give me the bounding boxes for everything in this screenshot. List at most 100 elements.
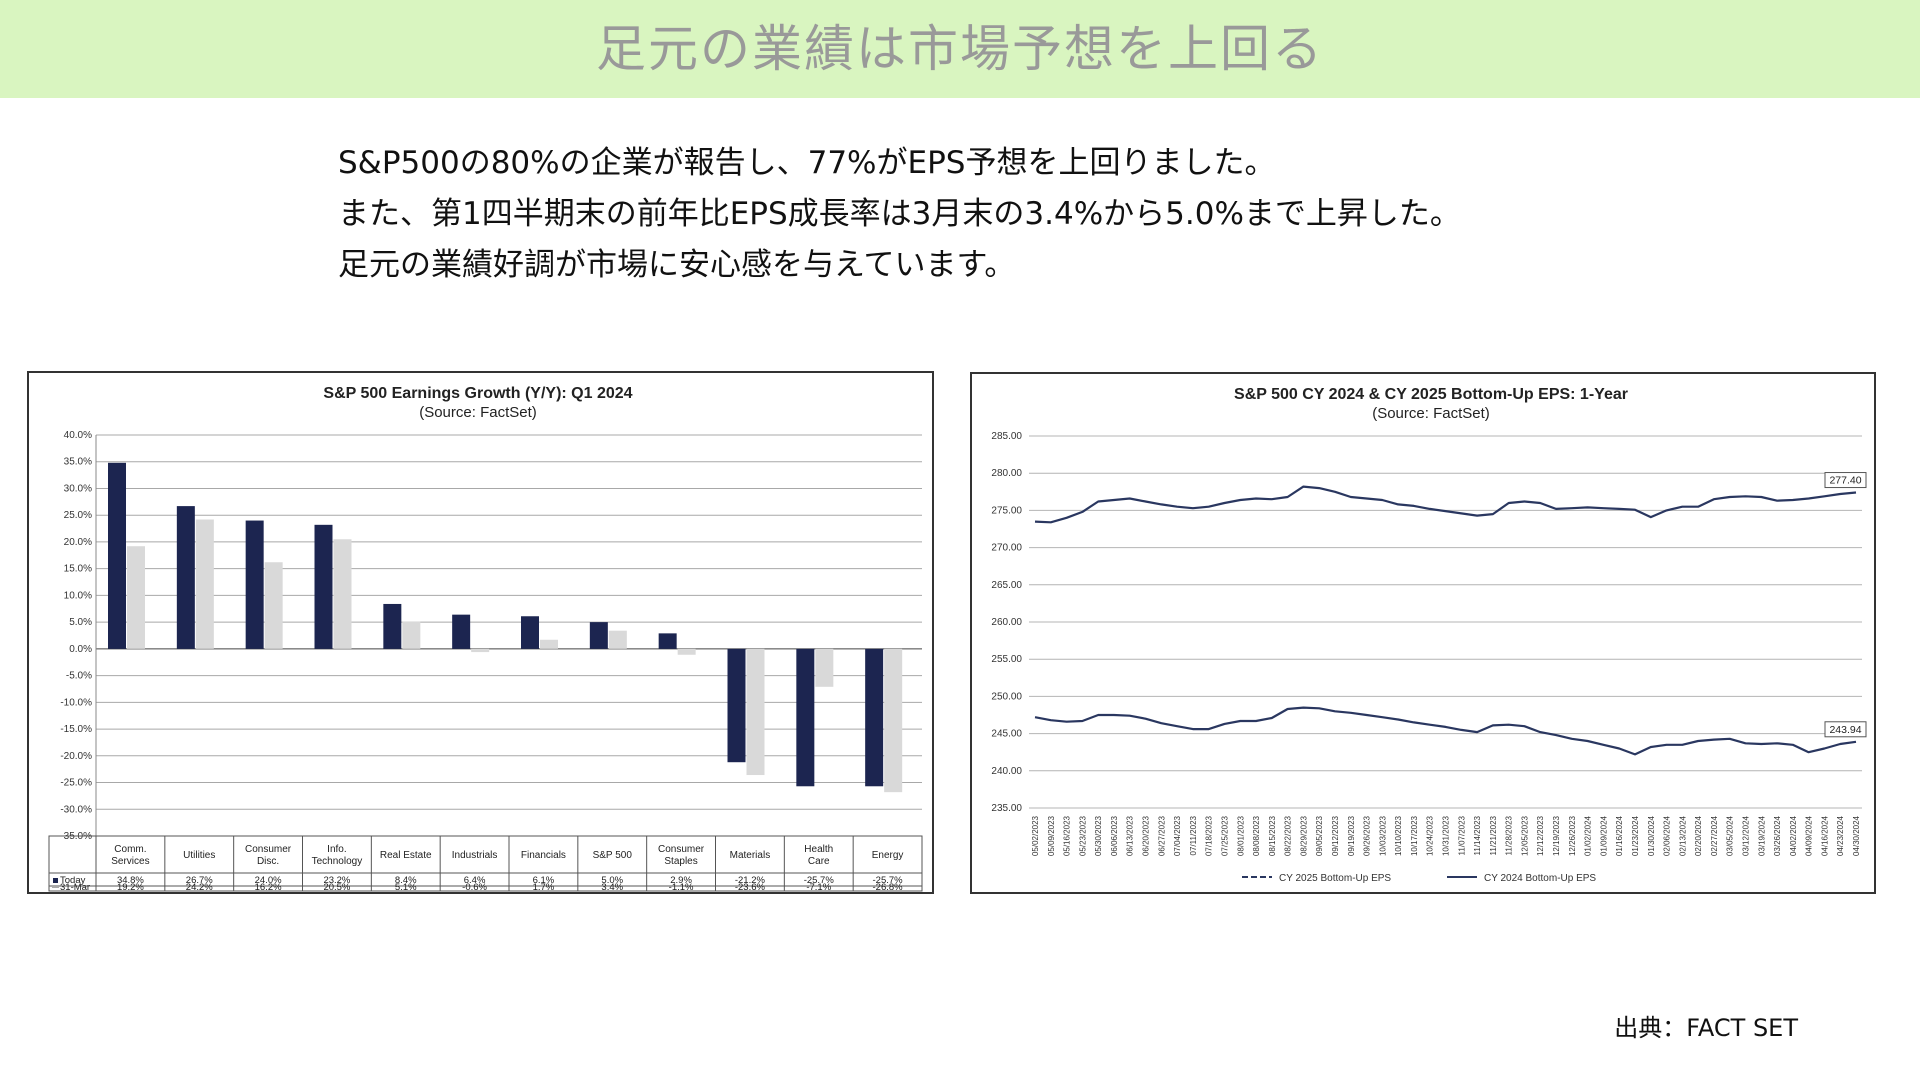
x-tick-label: 01/02/2024	[1584, 815, 1593, 856]
y-tick-label: 260.00	[991, 617, 1022, 628]
x-tick-label: 06/20/2023	[1142, 815, 1151, 856]
mar31-value-label: 20.5%	[323, 882, 350, 892]
legend-label-cy2025: CY 2025 Bottom-Up EPS	[1279, 873, 1391, 884]
x-tick-label: 10/17/2023	[1410, 815, 1419, 856]
bar-31-mar	[746, 648, 765, 776]
source-note: 出典：FACT SET	[1614, 1014, 1798, 1042]
mar31-value-label: -26.8%	[873, 882, 904, 892]
category-label: Real Estate	[380, 850, 432, 861]
x-tick-label: 02/20/2024	[1694, 815, 1703, 856]
y-tick-label: 15.0%	[64, 564, 92, 575]
earnings-growth-chart: S&P 500 Earnings Growth (Y/Y): Q1 2024 (S…	[48, 385, 923, 893]
x-tick-label: 05/23/2023	[1078, 815, 1087, 856]
mar31-value-label: -23.6%	[735, 882, 766, 892]
category-label: Care	[808, 856, 830, 867]
x-tick-label: 04/09/2024	[1805, 815, 1814, 856]
today-value-label: -25.7%	[804, 875, 835, 886]
category-label: Financials	[521, 850, 566, 861]
x-tick-label: 03/19/2024	[1757, 815, 1766, 856]
today-value-label: 2.9%	[670, 875, 692, 886]
x-tick-label: 08/15/2023	[1268, 815, 1277, 856]
chart-title: S&P 500 CY 2024 & CY 2025 Bottom-Up EPS:…	[1234, 386, 1628, 403]
bar-31-mar	[402, 621, 421, 649]
x-tick-label: 11/21/2023	[1489, 815, 1498, 855]
x-tick-label: 01/16/2024	[1615, 815, 1624, 856]
mar31-value-label: 19.2%	[117, 882, 144, 892]
y-tick-label: -15.0%	[60, 724, 92, 735]
bar-31-mar	[471, 648, 490, 653]
x-tick-label: 02/06/2024	[1663, 815, 1672, 856]
today-value-label: 26.7%	[186, 875, 213, 886]
mar31-value-label: 5.1%	[395, 882, 417, 892]
legend-label-today: Today	[60, 875, 86, 886]
today-value-label: 34.8%	[117, 875, 144, 886]
mar31-value-label: 16.2%	[255, 882, 282, 892]
x-tick-label: 03/12/2024	[1741, 815, 1750, 856]
mar31-value-label: -7.1%	[806, 882, 831, 892]
x-tick-label: 03/26/2024	[1773, 815, 1782, 856]
x-tick-label: 10/10/2023	[1394, 815, 1403, 856]
x-tick-label: 04/02/2024	[1789, 815, 1798, 856]
chart-title: S&P 500 Earnings Growth (Y/Y): Q1 2024	[323, 385, 632, 402]
x-tick-label: 09/26/2023	[1363, 815, 1372, 856]
category-label: Technology	[312, 856, 363, 867]
category-label: Industrials	[452, 850, 498, 861]
today-value-label: 5.0%	[601, 875, 623, 886]
category-label: Consumer	[658, 844, 705, 855]
bar-31-mar	[127, 546, 145, 649]
bar-today	[796, 648, 815, 787]
bar-31-mar	[608, 630, 627, 649]
x-tick-label: 05/16/2023	[1063, 815, 1072, 856]
bar-31-mar	[677, 648, 696, 655]
bar-31-mar	[333, 539, 352, 649]
x-tick-label: 07/11/2023	[1189, 815, 1198, 855]
x-tick-label: 09/19/2023	[1347, 815, 1356, 856]
y-tick-label: 275.00	[991, 505, 1022, 516]
today-value-label: -21.2%	[735, 875, 766, 886]
x-tick-label: 08/22/2023	[1284, 815, 1293, 856]
bar-31-mar	[884, 648, 903, 793]
bar-today	[865, 648, 884, 787]
bar-31-mar	[815, 648, 834, 687]
y-tick-label: -20.0%	[60, 751, 92, 762]
x-tick-label: 04/23/2024	[1836, 815, 1845, 856]
category-label: Utilities	[183, 850, 215, 861]
x-tick-label: 08/29/2023	[1299, 815, 1308, 856]
x-tick-label: 09/05/2023	[1315, 815, 1324, 856]
x-tick-label: 08/01/2023	[1236, 815, 1245, 856]
mar31-value-label: -1.1%	[669, 882, 694, 892]
x-tick-label: 10/31/2023	[1442, 815, 1451, 856]
mar31-value-label: 3.4%	[601, 882, 623, 892]
bar-today	[176, 506, 195, 649]
x-tick-label: 07/04/2023	[1173, 815, 1182, 856]
x-tick-label: 05/02/2023	[1031, 815, 1040, 856]
end-value-box	[1824, 721, 1867, 738]
x-tick-label: 04/16/2024	[1820, 815, 1829, 856]
y-tick-label: 25.0%	[64, 510, 92, 521]
x-tick-label: 11/07/2023	[1457, 815, 1466, 855]
category-label: Info.	[327, 844, 346, 855]
y-tick-label: 5.0%	[69, 617, 92, 628]
x-tick-label: 03/05/2024	[1726, 815, 1735, 856]
x-tick-label: 07/25/2023	[1220, 815, 1229, 856]
line-cy2025	[1034, 485, 1857, 524]
x-tick-label: 10/24/2023	[1426, 815, 1435, 856]
today-value-label: 6.1%	[533, 875, 555, 886]
intro-line: 足元の業績好調が市場に安心感を与えています。	[338, 247, 1016, 283]
x-tick-label: 10/03/2023	[1378, 815, 1387, 856]
x-tick-label: 09/12/2023	[1331, 815, 1340, 856]
today-value-label: -25.7%	[873, 875, 904, 886]
y-tick-label: 0.0%	[69, 644, 92, 655]
today-value-label: 6.4%	[464, 875, 486, 886]
x-tick-label: 11/28/2023	[1505, 815, 1514, 855]
bar-today	[245, 520, 264, 649]
x-tick-label: 01/23/2024	[1631, 815, 1640, 856]
x-tick-label: 12/05/2023	[1520, 815, 1529, 856]
x-tick-label: 07/18/2023	[1205, 815, 1214, 856]
line-cy2024	[1034, 706, 1857, 756]
category-label: S&P 500	[593, 850, 633, 861]
y-tick-label: -25.0%	[60, 778, 92, 789]
bar-today	[452, 614, 471, 649]
y-tick-label: 255.00	[991, 654, 1022, 665]
x-tick-label: 04/30/2024	[1852, 815, 1861, 856]
